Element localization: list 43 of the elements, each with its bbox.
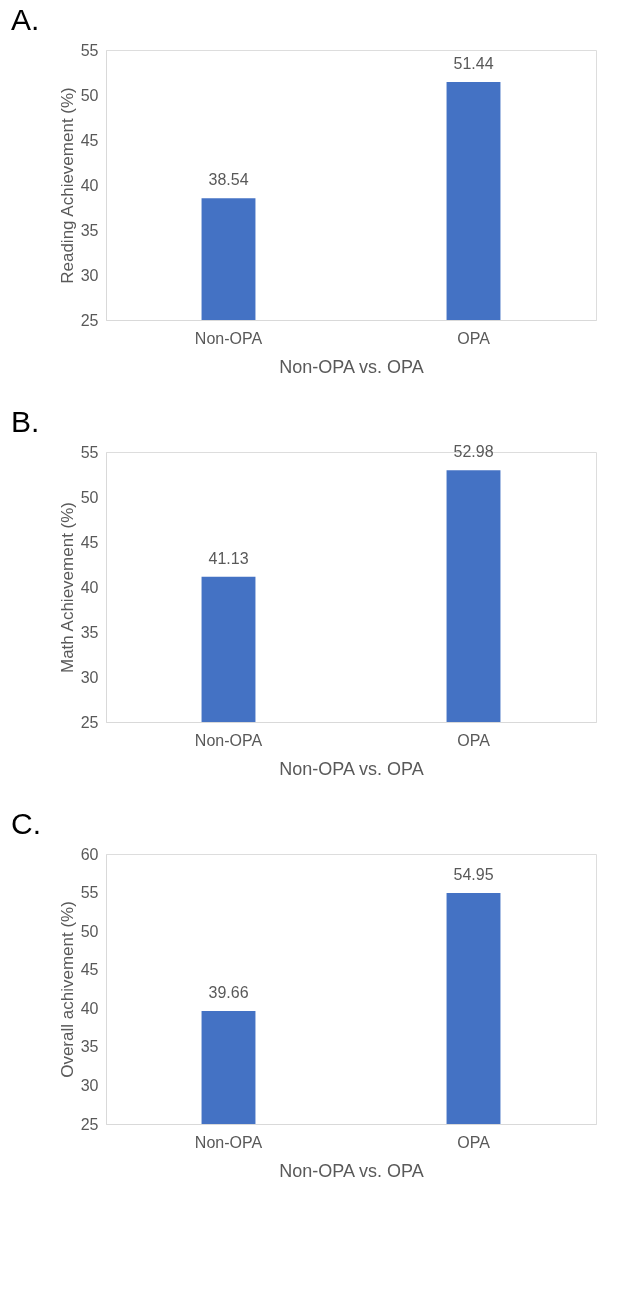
x-tick-label: Non-OPA: [194, 731, 263, 749]
y-tick-label: 50: [80, 86, 99, 104]
y-tick-label: 25: [80, 713, 99, 731]
data-label: 41.13: [208, 549, 249, 567]
y-axis-title: Math Achievement (%): [57, 501, 77, 674]
y-axis-title: Reading Achievement (%): [57, 87, 77, 284]
y-tick-label: 45: [80, 131, 99, 149]
y-tick-label: 60: [80, 845, 99, 863]
data-label: 38.54: [208, 171, 249, 189]
chart-title: B.: [11, 405, 40, 438]
x-tick-label: Non-OPA: [194, 1133, 263, 1151]
y-tick-label: 25: [80, 1115, 99, 1133]
data-label: 54.95: [453, 865, 494, 883]
y-tick-label: 45: [80, 533, 99, 551]
y-tick-label: 50: [80, 488, 99, 506]
y-tick-label: 40: [80, 999, 99, 1017]
y-tick-label: 35: [80, 221, 99, 239]
y-tick-label: 55: [80, 41, 99, 59]
y-tick-label: 45: [80, 961, 99, 979]
data-label: 51.44: [453, 55, 494, 73]
x-tick-label: OPA: [457, 1133, 491, 1151]
data-label: 39.66: [208, 983, 249, 1001]
y-tick-label: 30: [80, 668, 99, 686]
chart-title: A.: [11, 3, 40, 36]
x-tick-label: OPA: [457, 731, 491, 749]
y-tick-label: 40: [80, 176, 99, 194]
y-tick-label: 30: [80, 1076, 99, 1094]
y-tick-label: 40: [80, 578, 99, 596]
y-tick-label: 55: [80, 443, 99, 461]
x-tick-label: OPA: [457, 329, 491, 347]
y-tick-label: 35: [80, 623, 99, 641]
y-tick-label: 25: [80, 311, 99, 329]
x-tick-label: Non-OPA: [194, 329, 263, 347]
data-label: 52.98: [453, 443, 494, 461]
y-tick-label: 50: [80, 922, 99, 940]
x-axis-title: Non-OPA vs. OPA: [279, 356, 424, 377]
y-tick-label: 35: [80, 1038, 99, 1056]
y-tick-label: 55: [80, 884, 99, 902]
x-axis-title: Non-OPA vs. OPA: [279, 1160, 424, 1181]
y-axis-title: Overall achivement (%): [57, 901, 77, 1078]
chart-title: C.: [11, 807, 41, 840]
y-tick-label: 30: [80, 266, 99, 284]
x-axis-title: Non-OPA vs. OPA: [279, 758, 424, 779]
